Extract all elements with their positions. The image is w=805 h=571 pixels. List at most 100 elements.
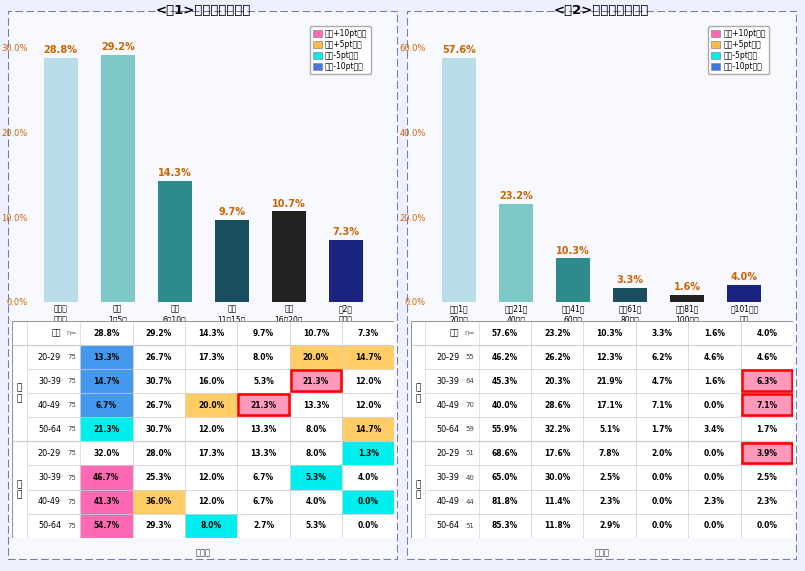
Text: 12.0%: 12.0% <box>198 473 225 482</box>
Text: 75: 75 <box>67 427 76 432</box>
Bar <box>291 371 341 391</box>
Text: 6.7%: 6.7% <box>96 401 117 410</box>
Text: 20-29: 20-29 <box>38 353 61 361</box>
Bar <box>237 345 290 369</box>
Text: 21.9%: 21.9% <box>597 377 623 386</box>
Text: 70: 70 <box>465 403 474 408</box>
Bar <box>531 417 584 441</box>
Text: 44: 44 <box>465 498 474 505</box>
Text: 3.9%: 3.9% <box>756 449 778 458</box>
Text: 32.2%: 32.2% <box>544 425 570 434</box>
Text: 2.5%: 2.5% <box>599 473 620 482</box>
Text: 3.4%: 3.4% <box>704 425 725 434</box>
Text: 55: 55 <box>465 354 474 360</box>
Text: 0.0%: 0.0% <box>704 521 725 530</box>
Text: 23.2%: 23.2% <box>544 329 570 337</box>
Bar <box>411 417 793 441</box>
Bar <box>80 513 133 538</box>
Bar <box>185 345 237 369</box>
Text: 26.7%: 26.7% <box>146 401 172 410</box>
Bar <box>237 393 290 417</box>
Text: 4.6%: 4.6% <box>756 353 778 361</box>
Bar <box>12 417 394 441</box>
Text: 2.0%: 2.0% <box>651 449 672 458</box>
Text: 14.7%: 14.7% <box>355 425 382 434</box>
Text: 12.0%: 12.0% <box>355 377 382 386</box>
Bar <box>237 417 290 441</box>
Bar <box>479 369 531 393</box>
Text: 4.0%: 4.0% <box>731 272 758 282</box>
Text: 75: 75 <box>67 498 76 505</box>
Bar <box>531 393 584 417</box>
Text: 11.8%: 11.8% <box>544 521 571 530</box>
Bar <box>290 345 342 369</box>
Bar <box>411 345 793 441</box>
Bar <box>688 489 741 513</box>
Text: 54.7%: 54.7% <box>93 521 119 530</box>
Bar <box>12 489 394 513</box>
Text: 75: 75 <box>67 451 76 456</box>
Text: 5.3%: 5.3% <box>305 473 326 482</box>
Text: 40.0%: 40.0% <box>492 401 518 410</box>
Bar <box>531 465 584 489</box>
Text: 10.7%: 10.7% <box>272 199 306 208</box>
Bar <box>741 443 792 463</box>
Bar <box>636 345 688 369</box>
Text: 3.3%: 3.3% <box>617 275 644 285</box>
Text: 2.7%: 2.7% <box>253 521 274 530</box>
Bar <box>342 441 394 465</box>
Bar <box>133 369 185 393</box>
Bar <box>613 288 647 302</box>
Text: 7.3%: 7.3% <box>357 329 379 337</box>
Bar <box>688 417 741 441</box>
Bar <box>479 441 531 465</box>
Bar <box>741 371 792 391</box>
Bar <box>133 321 185 345</box>
Bar <box>185 513 237 538</box>
Text: 8.0%: 8.0% <box>200 521 221 530</box>
Bar <box>237 489 290 513</box>
Text: 26.7%: 26.7% <box>146 353 172 361</box>
Bar <box>342 417 394 441</box>
Text: 17.6%: 17.6% <box>544 449 571 458</box>
Bar <box>636 441 688 465</box>
Bar <box>688 345 741 369</box>
Text: 5.3%: 5.3% <box>253 377 274 386</box>
Text: 17.3%: 17.3% <box>198 353 225 361</box>
Bar <box>479 417 531 441</box>
Text: 男
性: 男 性 <box>17 384 22 403</box>
Text: 12.0%: 12.0% <box>198 425 225 434</box>
Bar <box>411 513 793 538</box>
Text: 51: 51 <box>465 451 474 456</box>
Bar <box>238 395 289 415</box>
Text: 50-64: 50-64 <box>436 425 460 434</box>
Bar <box>237 465 290 489</box>
Text: 2.3%: 2.3% <box>599 497 620 506</box>
Text: 0.0%: 0.0% <box>357 521 379 530</box>
Bar <box>688 321 741 345</box>
Text: 10.7%: 10.7% <box>303 329 329 337</box>
Bar <box>531 489 584 513</box>
Bar <box>342 489 394 513</box>
Text: 28.6%: 28.6% <box>544 401 571 410</box>
Bar <box>411 441 425 538</box>
Text: 7.8%: 7.8% <box>599 449 620 458</box>
Text: 30-39: 30-39 <box>38 473 61 482</box>
Text: 11.4%: 11.4% <box>544 497 570 506</box>
Text: 2.3%: 2.3% <box>704 497 725 506</box>
Text: 30-39: 30-39 <box>436 473 460 482</box>
Bar <box>556 258 590 302</box>
Text: 20.0%: 20.0% <box>303 353 329 361</box>
Bar <box>290 513 342 538</box>
Bar <box>411 345 793 369</box>
Bar <box>741 321 793 345</box>
Text: 0.0%: 0.0% <box>704 473 725 482</box>
Text: 12.3%: 12.3% <box>597 353 623 361</box>
Bar <box>342 465 394 489</box>
Bar <box>479 321 531 345</box>
Bar <box>741 513 793 538</box>
Text: 85.3%: 85.3% <box>492 521 518 530</box>
Text: 8.0%: 8.0% <box>305 449 327 458</box>
Bar <box>636 393 688 417</box>
Text: 4.6%: 4.6% <box>704 353 725 361</box>
